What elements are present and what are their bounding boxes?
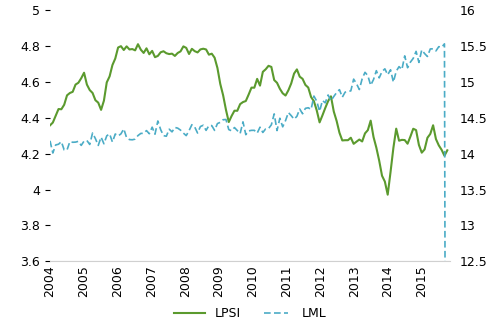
LPSI [430, 123, 436, 127]
LML [47, 139, 53, 143]
LPSI [444, 148, 450, 152]
LML [393, 69, 399, 73]
Line: LML: LML [50, 44, 448, 335]
Line: LPSI: LPSI [50, 44, 448, 195]
LPSI [70, 90, 75, 94]
LPSI [384, 193, 390, 197]
LPSI [399, 138, 405, 142]
LML [384, 73, 390, 77]
LML [70, 140, 75, 144]
LML [442, 42, 448, 46]
LPSI [47, 123, 53, 127]
LPSI [390, 146, 396, 150]
Legend: LPSI, LML: LPSI, LML [169, 303, 331, 325]
LPSI [180, 44, 186, 48]
LPSI [135, 42, 141, 46]
LML [50, 151, 56, 155]
LML [178, 128, 184, 132]
LPSI [50, 121, 56, 125]
LML [424, 55, 430, 59]
